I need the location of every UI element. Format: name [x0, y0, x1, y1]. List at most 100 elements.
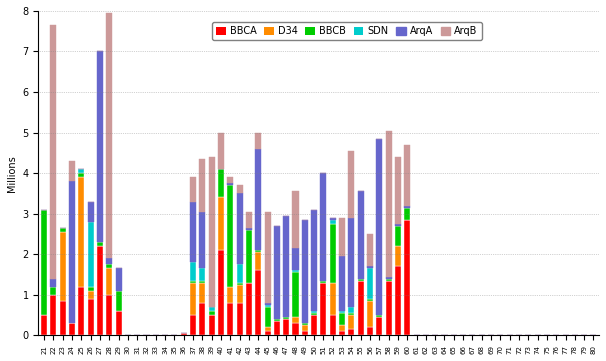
Bar — [199, 303, 205, 335]
Bar — [293, 323, 299, 335]
Bar — [321, 280, 327, 283]
Bar — [367, 269, 373, 299]
Bar — [385, 279, 391, 280]
Bar — [339, 311, 345, 313]
Bar — [339, 218, 345, 256]
Bar — [302, 220, 308, 323]
Bar — [88, 299, 94, 335]
Bar — [199, 283, 205, 303]
Bar — [330, 315, 336, 335]
Bar — [367, 234, 373, 266]
Bar — [293, 191, 299, 248]
Bar — [376, 315, 382, 317]
Bar — [283, 216, 289, 317]
Bar — [385, 131, 391, 277]
Bar — [190, 315, 196, 335]
Bar — [236, 284, 242, 303]
Bar — [236, 303, 242, 335]
Bar — [339, 325, 345, 331]
Bar — [311, 210, 317, 311]
Bar — [116, 291, 122, 311]
Bar — [395, 226, 401, 246]
Bar — [367, 266, 373, 269]
Bar — [199, 212, 205, 269]
Bar — [227, 287, 233, 303]
Bar — [395, 157, 401, 224]
Bar — [293, 317, 299, 323]
Bar — [190, 283, 196, 315]
Bar — [302, 323, 308, 325]
Bar — [255, 250, 261, 252]
Bar — [218, 132, 224, 169]
Bar — [255, 132, 261, 149]
Bar — [69, 181, 75, 323]
Bar — [293, 248, 299, 270]
Bar — [236, 283, 242, 284]
Bar — [255, 149, 261, 250]
Bar — [88, 291, 94, 299]
Bar — [50, 295, 56, 335]
Bar — [265, 303, 270, 305]
Bar — [246, 212, 252, 228]
Bar — [404, 220, 410, 335]
Bar — [181, 333, 187, 335]
Bar — [404, 145, 410, 205]
Bar — [41, 210, 47, 315]
Bar — [255, 270, 261, 335]
Bar — [395, 266, 401, 335]
Bar — [227, 177, 233, 183]
Bar — [59, 228, 65, 232]
Legend: BBCA, D34, BBCB, SDN, ArqA, ArqB: BBCA, D34, BBCB, SDN, ArqA, ArqB — [212, 22, 482, 40]
Bar — [116, 311, 122, 335]
Bar — [367, 299, 373, 301]
Bar — [367, 301, 373, 327]
Bar — [208, 311, 215, 315]
Bar — [265, 327, 270, 331]
Bar — [339, 256, 345, 311]
Bar — [293, 273, 299, 317]
Bar — [330, 220, 336, 224]
Bar — [265, 307, 270, 327]
Bar — [339, 331, 345, 335]
Bar — [208, 307, 215, 311]
Bar — [236, 264, 242, 283]
Bar — [283, 317, 289, 319]
Bar — [404, 208, 410, 220]
Bar — [348, 218, 355, 307]
Bar — [78, 287, 84, 335]
Bar — [330, 283, 336, 315]
Bar — [321, 283, 327, 335]
Bar — [190, 201, 196, 262]
Bar — [302, 331, 308, 335]
Bar — [59, 232, 65, 301]
Bar — [50, 25, 56, 279]
Bar — [106, 269, 112, 295]
Bar — [274, 226, 280, 319]
Bar — [227, 303, 233, 335]
Bar — [190, 280, 196, 283]
Bar — [199, 269, 205, 280]
Y-axis label: Millions: Millions — [7, 155, 17, 192]
Bar — [348, 151, 355, 218]
Bar — [59, 301, 65, 335]
Bar — [311, 313, 317, 315]
Bar — [69, 161, 75, 181]
Bar — [97, 52, 103, 242]
Bar — [385, 277, 391, 279]
Bar — [293, 270, 299, 273]
Bar — [358, 280, 364, 335]
Bar — [395, 246, 401, 266]
Bar — [330, 218, 336, 220]
Bar — [236, 185, 242, 193]
Bar — [208, 315, 215, 335]
Bar — [106, 264, 112, 269]
Bar — [190, 177, 196, 201]
Bar — [348, 307, 355, 313]
Bar — [199, 280, 205, 283]
Bar — [348, 313, 355, 315]
Bar — [265, 305, 270, 307]
Bar — [395, 224, 401, 226]
Bar — [190, 262, 196, 280]
Bar — [88, 287, 94, 291]
Bar — [246, 228, 252, 230]
